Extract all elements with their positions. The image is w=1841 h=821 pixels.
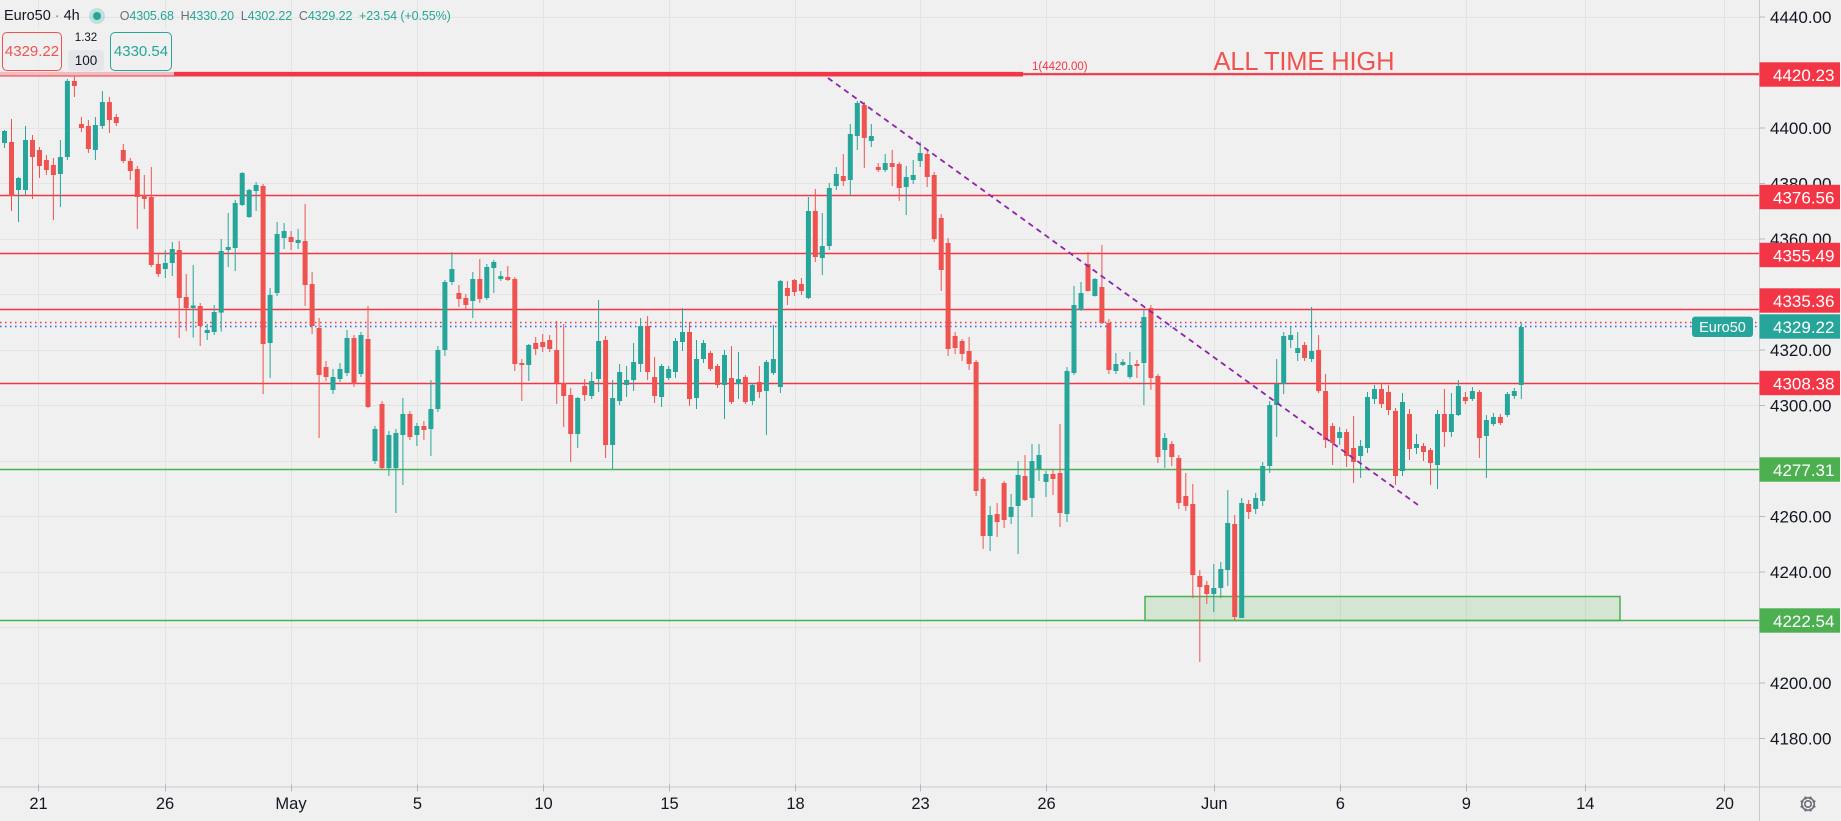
svg-text:ALL TIME HIGH: ALL TIME HIGH — [1214, 48, 1395, 76]
svg-text:4355.49: 4355.49 — [1773, 247, 1834, 266]
svg-text:4376.56: 4376.56 — [1773, 189, 1834, 208]
svg-text:4180.00: 4180.00 — [1770, 730, 1831, 749]
svg-text:6: 6 — [1336, 795, 1345, 813]
svg-text:4440.00: 4440.00 — [1770, 8, 1831, 27]
svg-text:4200.00: 4200.00 — [1770, 674, 1831, 693]
svg-text:4222.54: 4222.54 — [1773, 612, 1834, 631]
svg-text:9: 9 — [1462, 795, 1471, 813]
svg-text:1(4420.00): 1(4420.00) — [1032, 61, 1088, 73]
svg-text:Euro50: Euro50 — [1699, 320, 1746, 336]
svg-text:4335.36: 4335.36 — [1773, 292, 1834, 311]
svg-text:4420.23: 4420.23 — [1773, 66, 1834, 85]
svg-text:4300.00: 4300.00 — [1770, 397, 1831, 416]
svg-text:Jun: Jun — [1201, 795, 1228, 813]
svg-text:4400.00: 4400.00 — [1770, 119, 1831, 138]
svg-text:26: 26 — [156, 795, 174, 813]
svg-text:23: 23 — [911, 795, 929, 813]
svg-text:21: 21 — [29, 795, 47, 813]
svg-text:15: 15 — [660, 795, 678, 813]
svg-text:May: May — [275, 795, 307, 813]
svg-text:5: 5 — [413, 795, 422, 813]
svg-text:4320.00: 4320.00 — [1770, 341, 1831, 360]
svg-text:26: 26 — [1037, 795, 1055, 813]
svg-text:14: 14 — [1576, 795, 1594, 813]
svg-text:20: 20 — [1716, 795, 1734, 813]
svg-text:18: 18 — [786, 795, 804, 813]
svg-text:4277.31: 4277.31 — [1773, 461, 1834, 480]
svg-text:4240.00: 4240.00 — [1770, 563, 1831, 582]
svg-text:4329.22: 4329.22 — [1773, 318, 1834, 337]
svg-text:4308.38: 4308.38 — [1773, 375, 1834, 394]
svg-text:4260.00: 4260.00 — [1770, 508, 1831, 527]
svg-text:10: 10 — [534, 795, 552, 813]
